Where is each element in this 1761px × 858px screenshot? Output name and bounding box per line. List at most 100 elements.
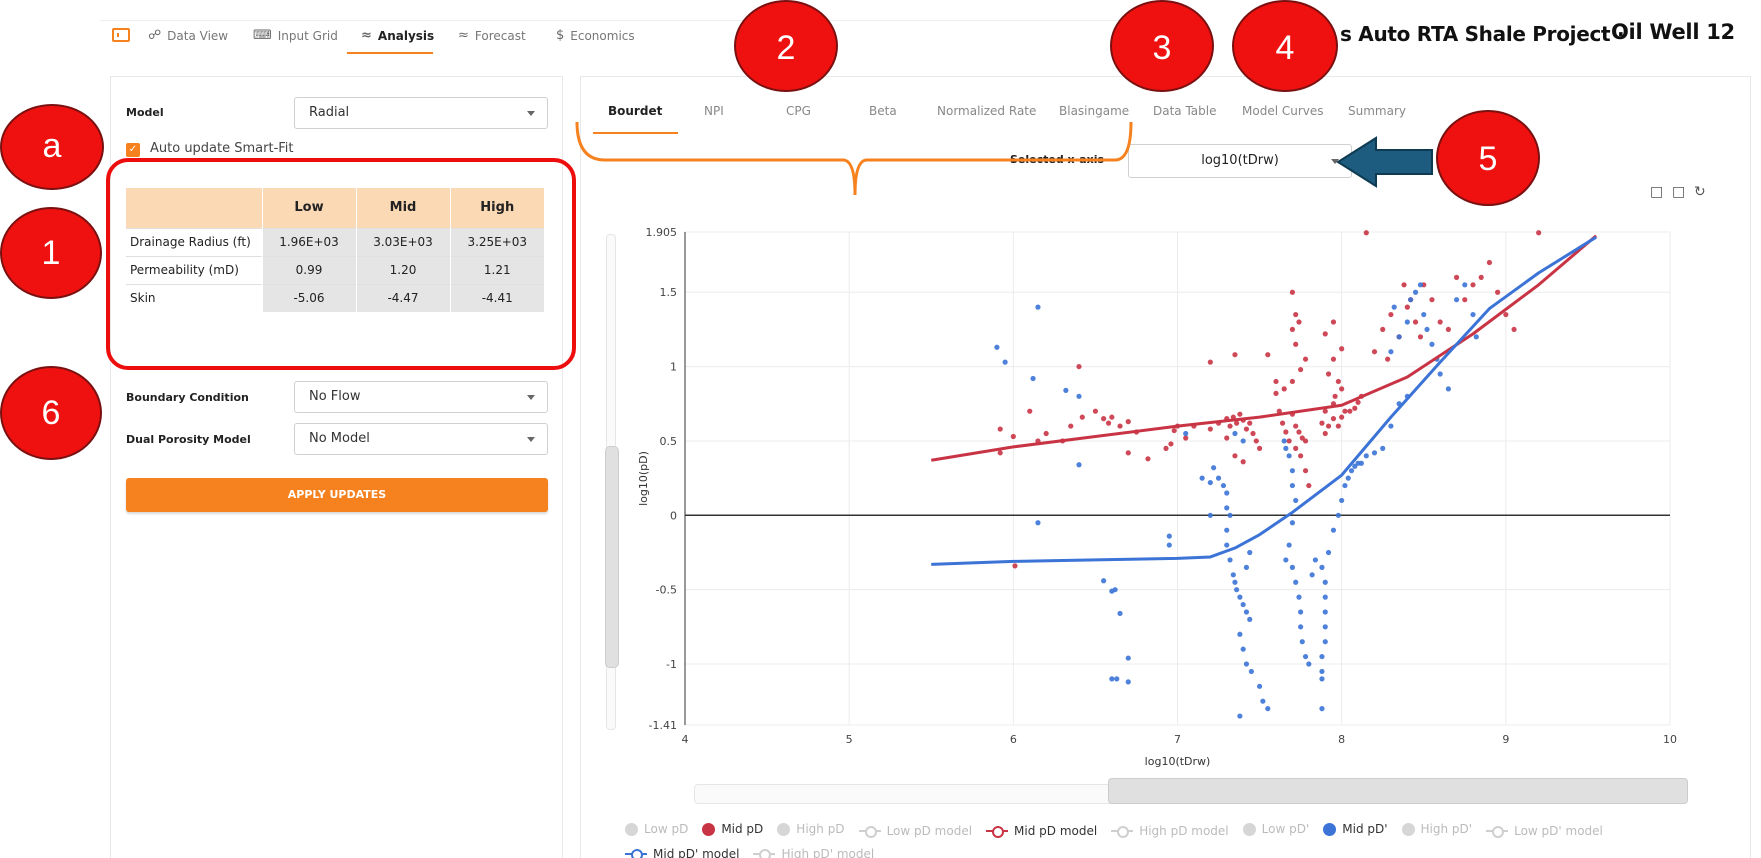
- legend-item[interactable]: Mid pD: [702, 818, 763, 840]
- dual-porosity-select[interactable]: No Model: [294, 423, 548, 455]
- cell-low[interactable]: -5.06: [261, 283, 356, 312]
- legend-item[interactable]: High pD': [1401, 818, 1473, 840]
- legend-item[interactable]: Mid pD' model: [625, 843, 739, 858]
- cell-low[interactable]: 1.96E+03: [261, 227, 356, 256]
- data-point: [1243, 609, 1250, 615]
- data-point: [1388, 349, 1394, 355]
- data-point: [1306, 482, 1312, 489]
- data-point: [1076, 363, 1082, 370]
- data-point: [1363, 453, 1369, 459]
- data-point: [1027, 408, 1033, 414]
- data-point: [1319, 706, 1325, 712]
- dual-porosity-label: Dual Porosity Model: [126, 433, 251, 446]
- chart-legend: Low pD Mid pD High pD Low pD model Mid pD mo…: [625, 818, 1725, 858]
- data-point: [1002, 359, 1008, 365]
- legend-dot-icon: [702, 822, 716, 836]
- cell-mid[interactable]: 3.03E+03: [355, 227, 450, 256]
- row-label: Drainage Radius (ft): [126, 227, 262, 256]
- tab-data-table[interactable]: Data Table: [1153, 104, 1217, 118]
- data-point: [1224, 542, 1230, 548]
- x-tick-label: 10: [1663, 733, 1677, 746]
- tab-cpg[interactable]: CPG: [786, 104, 811, 118]
- legend-item[interactable]: Low pD': [1242, 818, 1309, 840]
- legend-item[interactable]: Low pD' model: [1486, 820, 1603, 842]
- legend-label: Low pD: [644, 822, 689, 836]
- data-point: [1347, 408, 1353, 414]
- data-point: [1247, 420, 1253, 426]
- data-point: [1298, 624, 1304, 630]
- legend-item[interactable]: High pD: [777, 818, 845, 840]
- tab-summary[interactable]: Summary: [1348, 104, 1406, 118]
- data-point: [1453, 297, 1460, 303]
- data-point: [1322, 408, 1328, 414]
- table-row: Drainage Radius (ft) 1.96E+03 3.03E+03 3…: [126, 227, 544, 256]
- data-point: [1417, 334, 1424, 340]
- zoom-reset-icon[interactable]: □: [1672, 184, 1686, 200]
- legend-item[interactable]: High pD model: [1111, 820, 1229, 842]
- data-point: [1319, 564, 1325, 570]
- data-point: [1462, 282, 1468, 288]
- cell-low[interactable]: 0.99: [261, 255, 356, 284]
- parameters-highlight-box: [106, 158, 576, 370]
- data-point: [1358, 460, 1364, 466]
- auto-update-checkbox[interactable]: ✓: [126, 143, 140, 157]
- data-point: [1404, 319, 1410, 325]
- tab-data-view[interactable]: ☍ Data View: [148, 28, 228, 43]
- tab-bourdet[interactable]: Bourdet: [608, 104, 663, 118]
- data-point: [1215, 475, 1222, 481]
- x-range-slider-handle[interactable]: [1108, 778, 1688, 804]
- data-point: [1437, 319, 1443, 325]
- data-point: [1355, 399, 1361, 405]
- data-point: [1125, 679, 1131, 685]
- model-select[interactable]: Radial: [294, 97, 548, 129]
- data-point: [1247, 616, 1253, 623]
- zoom-icon[interactable]: □: [1650, 184, 1664, 200]
- sidebar-toggle-icon[interactable]: [112, 28, 130, 42]
- legend-line-icon: [1111, 825, 1134, 838]
- data-point: [1183, 435, 1189, 441]
- y-tick-label: -1.41: [649, 719, 677, 732]
- cell-high[interactable]: 1.21: [449, 255, 544, 284]
- tab-blasingame[interactable]: Blasingame: [1059, 104, 1130, 118]
- data-point: [1068, 423, 1074, 429]
- cell-mid[interactable]: -4.47: [355, 283, 450, 312]
- data-point: [1322, 430, 1328, 437]
- cell-high[interactable]: 3.25E+03: [449, 227, 544, 256]
- tab-normalized-rate[interactable]: Normalized Rate: [937, 104, 1037, 118]
- apply-updates-button[interactable]: APPLY UPDATES: [126, 478, 548, 512]
- data-point: [994, 344, 1000, 350]
- legend-item[interactable]: Mid pD': [1323, 818, 1388, 840]
- legend-item[interactable]: Low pD model: [858, 820, 972, 842]
- boundary-condition-select[interactable]: No Flow: [294, 381, 548, 413]
- legend-item[interactable]: Low pD: [625, 818, 688, 840]
- tab-economics[interactable]: $ Economics: [556, 28, 635, 43]
- data-point: [1286, 453, 1292, 459]
- tab-model-curves[interactable]: Model Curves: [1242, 104, 1324, 118]
- data-point: [1248, 668, 1254, 675]
- legend-item[interactable]: Mid pD model: [986, 820, 1097, 842]
- tab-input-grid[interactable]: ⌨ Input Grid: [253, 28, 338, 43]
- nodes-icon: ☍: [148, 28, 162, 43]
- refresh-icon[interactable]: ↻: [1694, 184, 1706, 200]
- data-point: [1478, 274, 1484, 280]
- y-range-slider-handle[interactable]: [605, 446, 619, 668]
- x-axis-select[interactable]: log10(tDrw): [1128, 144, 1352, 178]
- cell-high[interactable]: -4.41: [449, 283, 544, 312]
- data-point: [1265, 706, 1271, 712]
- tab-npi[interactable]: NPI: [704, 104, 724, 118]
- data-point: [1289, 326, 1296, 333]
- data-point: [1232, 453, 1238, 459]
- data-point: [1035, 520, 1041, 526]
- legend-item[interactable]: High pD' model: [753, 843, 874, 858]
- well-title: Oil Well 12: [1611, 20, 1735, 44]
- legend-label: High pD': [1420, 822, 1473, 836]
- cell-mid[interactable]: 1.20: [355, 255, 450, 284]
- data-point: [1296, 594, 1302, 600]
- annotation-arrow-icon: [1336, 136, 1433, 188]
- tab-analysis[interactable]: ≈ Analysis: [361, 28, 434, 43]
- data-point: [1391, 304, 1397, 310]
- data-point: [1404, 304, 1410, 310]
- tab-beta[interactable]: Beta: [869, 104, 897, 118]
- tab-forecast[interactable]: ≈ Forecast: [458, 28, 526, 43]
